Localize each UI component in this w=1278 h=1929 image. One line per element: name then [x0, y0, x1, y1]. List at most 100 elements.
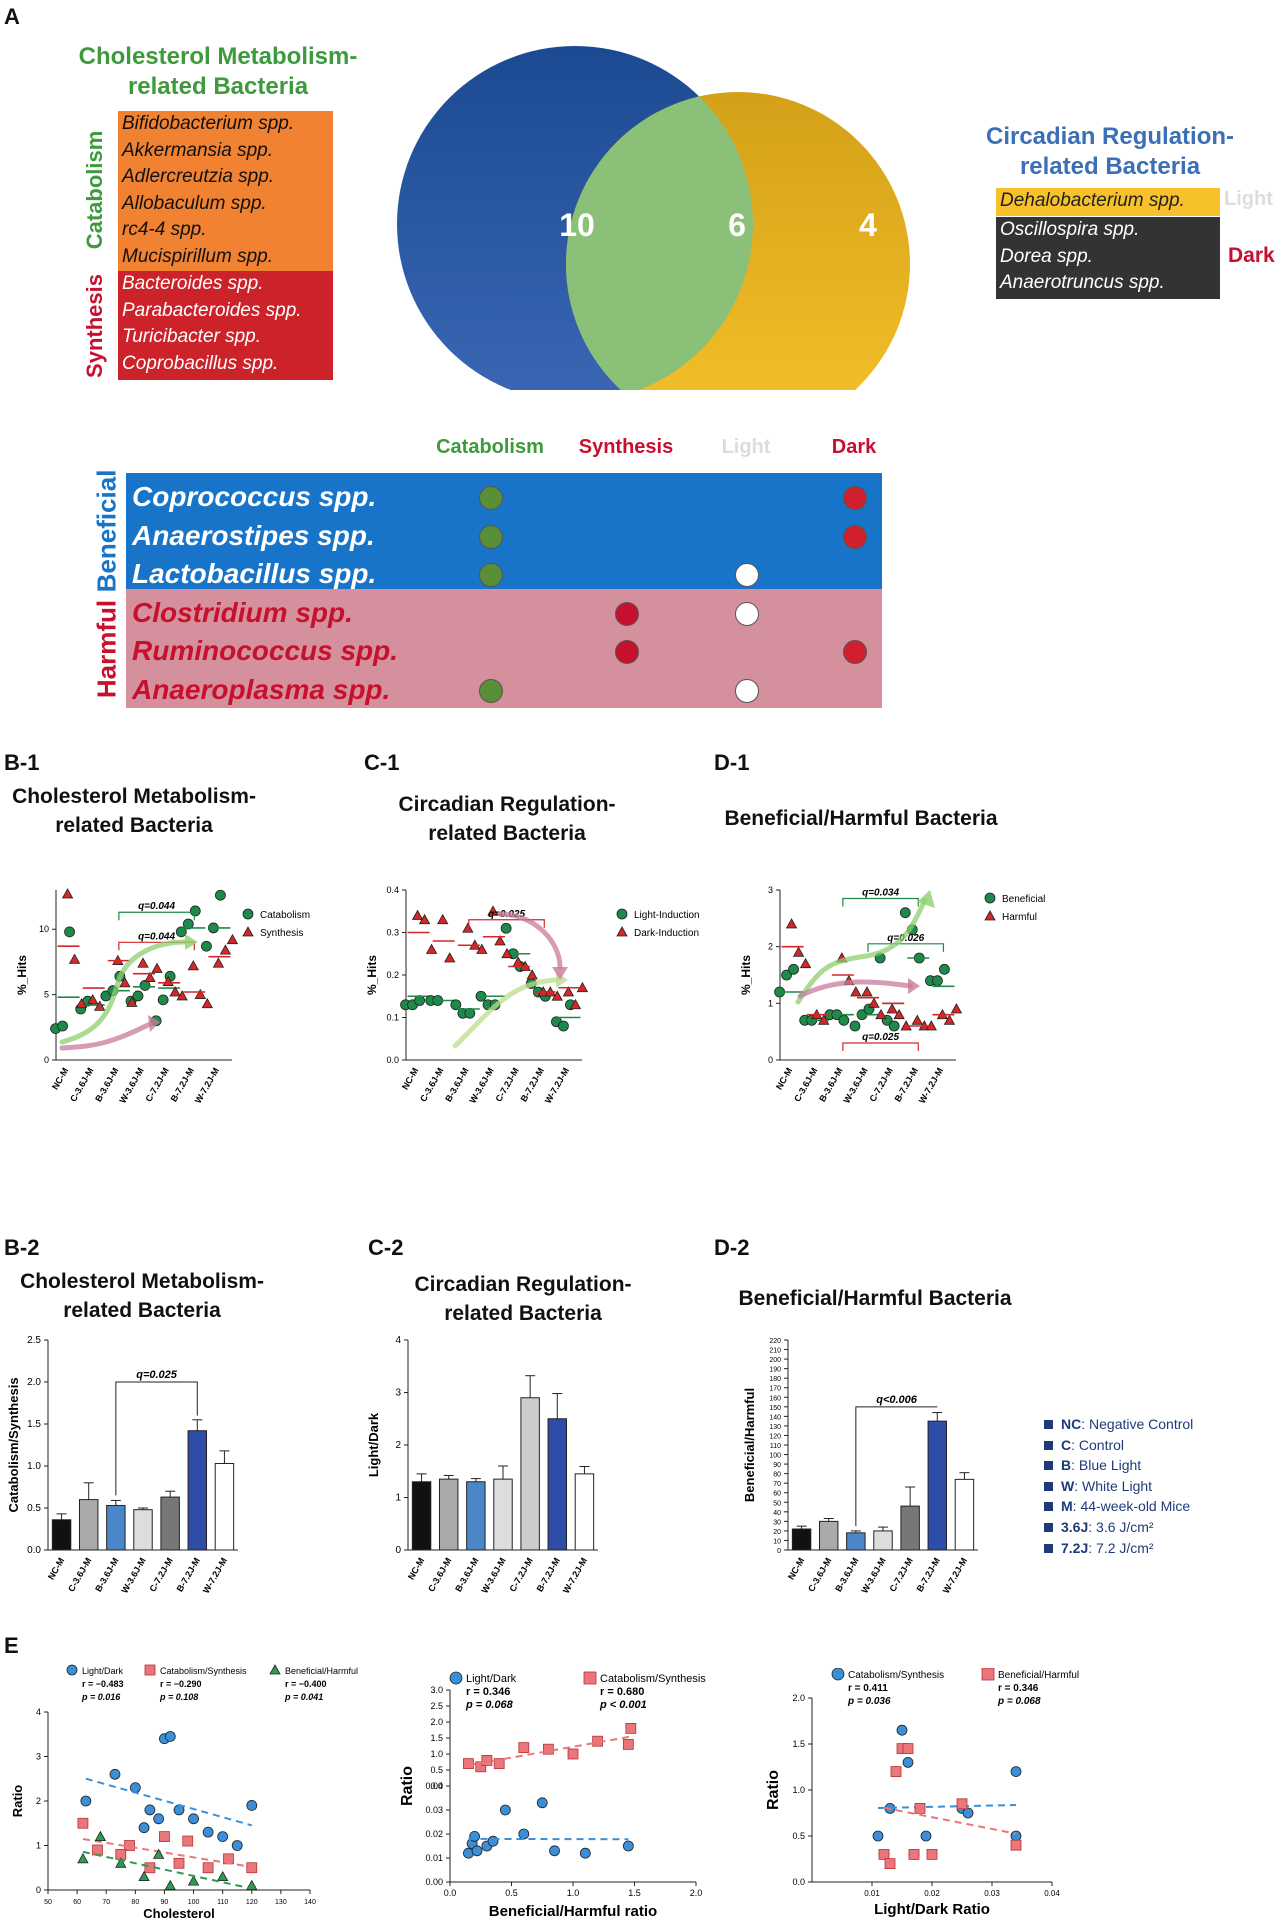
- data-point: [115, 1857, 127, 1868]
- bacteria-list-item: rc4-4 spp.: [122, 219, 207, 240]
- data-point: [189, 905, 201, 917]
- bar: [954, 1478, 975, 1551]
- data-point: [144, 971, 156, 983]
- abbrev-key: B: [1061, 1457, 1072, 1474]
- p-value: p = 0.068: [997, 1696, 1041, 1707]
- q-value-label: q<0.006: [876, 1394, 918, 1406]
- venn-count-right: 4: [859, 207, 877, 243]
- b1-title-line2: related Bacteria: [55, 814, 213, 837]
- category-label: W-3.6J-M: [467, 1066, 495, 1105]
- y-tick-label: 0.0: [792, 1877, 805, 1887]
- category-label: W-7.2J-M: [543, 1066, 571, 1105]
- abbrev-legend-item: M: 44-week-old Mice: [1044, 1496, 1193, 1517]
- y-tick-label: 130: [769, 1424, 781, 1431]
- data-point: [61, 888, 74, 899]
- legend-label: Light-Induction: [634, 910, 700, 921]
- data-point: [411, 909, 424, 920]
- data-point: [152, 1848, 165, 1859]
- legend-square-icon: [1044, 1420, 1053, 1429]
- p-value: p = 0.041: [284, 1692, 323, 1702]
- data-point: [494, 935, 506, 946]
- abbrev-legend-item: 7.2J: 7.2 J/cm²: [1044, 1538, 1193, 1559]
- y-tick-label: 2: [768, 942, 773, 952]
- category-label: W-7.2J-M: [917, 1066, 945, 1105]
- y-tick-label: 1.0: [792, 1785, 805, 1795]
- category-label: W-7.2J-M: [561, 1556, 589, 1595]
- chart-e3: 0.0 0.5 1.0 1.5 2.0 0.01 0.02 0.03 0.04 Light/Dar…: [765, 1668, 1079, 1918]
- harmful-side-text: Harmful: [91, 599, 122, 698]
- data-point: [799, 957, 812, 969]
- y-tick-label: 90: [773, 1462, 781, 1469]
- bar: [466, 1481, 486, 1551]
- y-tick-label: 2.0: [792, 1693, 805, 1703]
- category-label: W-7.2J-M: [193, 1066, 221, 1105]
- panel-label-a: A: [4, 4, 20, 29]
- data-point: [526, 969, 538, 980]
- bar: [493, 1478, 513, 1551]
- legend-label: Catabolism/Synthesis: [600, 1673, 706, 1685]
- bar: [818, 1520, 839, 1551]
- data-point: [182, 918, 194, 930]
- data-point: [173, 1857, 185, 1869]
- legend-square-icon: [1044, 1502, 1053, 1512]
- y-axis-label: Light/Dark: [366, 1412, 381, 1477]
- r-value: r = −0.290: [160, 1679, 202, 1689]
- data-point: [518, 1742, 530, 1753]
- y-tick-label: 3: [36, 1752, 41, 1762]
- abbrev-text: : 44-week-old Mice: [1072, 1498, 1191, 1515]
- regression-line: [85, 1777, 253, 1827]
- data-point: [896, 1724, 908, 1736]
- abbrev-legend-item: C: Control: [1044, 1435, 1193, 1456]
- beneficial-side-label: Beneficial: [92, 470, 122, 593]
- data-point: [788, 963, 799, 975]
- y-tick-label: 2.0: [430, 1717, 443, 1727]
- legend-square-icon: [1044, 1522, 1053, 1532]
- x-tick-label: 0.0: [444, 1888, 457, 1898]
- data-point: [246, 1862, 258, 1874]
- category-label: C-3.6J-M: [66, 1556, 93, 1593]
- p-value: p = 0.108: [159, 1692, 198, 1702]
- q-value-label: q=0.025: [862, 1032, 899, 1043]
- category-label: NC-M: [46, 1556, 66, 1581]
- synthesis-side-text: Synthesis: [82, 274, 107, 378]
- matrix-row-name: Ruminococcus spp.: [132, 635, 399, 666]
- legend-label: Catabolism: [260, 910, 310, 921]
- q-value-label: q=0.025: [136, 1369, 178, 1381]
- data-point: [151, 962, 163, 973]
- data-point: [212, 957, 225, 968]
- chart-e1: 0 1 2 3 4 50 60 70 80 90 100 110 120 130 140 Cholestero…: [10, 1664, 358, 1921]
- x-tick-label: 0.01: [864, 1889, 880, 1898]
- y-tick-label: 1.0: [27, 1461, 41, 1472]
- data-point: [138, 1822, 150, 1834]
- data-point: [202, 1826, 214, 1838]
- y-tick-label: 170: [769, 1386, 781, 1393]
- legend-marker: [242, 926, 254, 937]
- y-tick-label: 0: [768, 1055, 773, 1065]
- data-point: [1010, 1839, 1022, 1851]
- legend-marker: [449, 1671, 463, 1685]
- matrix-row-name: Coprococcus spp.: [132, 481, 377, 512]
- data-point: [94, 1000, 106, 1011]
- x-tick-label: 2.0: [690, 1888, 703, 1898]
- data-point: [202, 1862, 214, 1874]
- bar: [900, 1505, 920, 1551]
- data-point: [194, 988, 206, 1000]
- category-label: B-7.2J-M: [519, 1066, 546, 1103]
- bacteria-list-item: Coprobacillus spp.: [122, 352, 279, 374]
- x-tick-label: 120: [246, 1899, 258, 1906]
- data-point: [246, 1800, 258, 1811]
- data-point: [175, 926, 187, 938]
- matrix-column-header: Dark: [831, 436, 877, 458]
- y-tick-label: 100: [769, 1453, 781, 1460]
- y-tick-label: 0.02: [425, 1829, 443, 1839]
- data-point: [444, 952, 456, 963]
- y-axis-label: Ratio: [765, 1770, 782, 1810]
- q-value-label: q=0.034: [862, 888, 899, 899]
- matrix-marker-dot: [479, 524, 503, 549]
- x-tick-label: 80: [131, 1899, 139, 1906]
- matrix-marker-dot: [735, 563, 759, 587]
- abbrev-key: 7.2J: [1061, 1539, 1089, 1556]
- matrix-marker-dot: [843, 486, 867, 510]
- y-tick-label: 2.5: [27, 1335, 41, 1346]
- data-point: [893, 1008, 905, 1020]
